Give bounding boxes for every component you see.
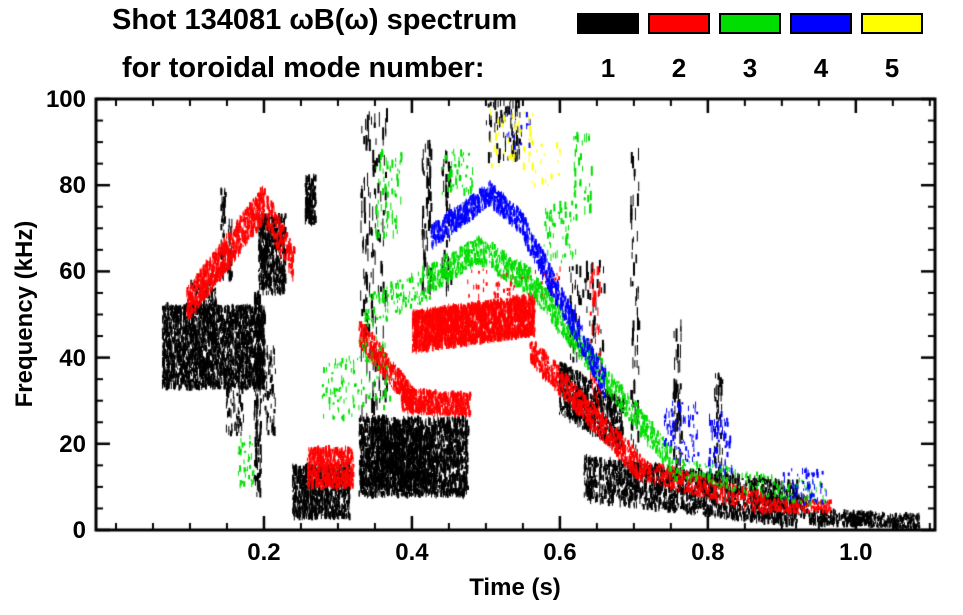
legend-label: 4 bbox=[813, 53, 829, 83]
x-tick-label: 1.0 bbox=[839, 539, 873, 566]
legend-label: 1 bbox=[600, 53, 616, 83]
chart-subtitle: for toroidal mode number: bbox=[122, 52, 485, 84]
x-tick-label: 0.4 bbox=[395, 539, 429, 566]
x-tick-label: 0.8 bbox=[691, 539, 725, 566]
legend-item: 5 bbox=[861, 13, 923, 81]
y-tick-label: 20 bbox=[59, 430, 86, 458]
legend-swatch bbox=[719, 13, 781, 34]
legend-swatch bbox=[577, 13, 639, 34]
legend-swatch bbox=[790, 13, 852, 34]
legend-label: 3 bbox=[742, 53, 758, 83]
y-axis-label: Frequency (kHz) bbox=[11, 220, 38, 408]
legend-item: 1 bbox=[577, 13, 639, 81]
legend-swatch bbox=[861, 13, 923, 34]
y-tick-label: 0 bbox=[72, 517, 86, 544]
legend-item: 2 bbox=[648, 13, 710, 81]
x-tick-label: 0.2 bbox=[247, 539, 281, 566]
legend-item: 3 bbox=[719, 13, 781, 81]
x-axis-label: Time (s) bbox=[469, 574, 561, 601]
chart-title: Shot 134081 ωB(ω) spectrum bbox=[112, 4, 518, 36]
legend: 1 2 3 4 5 bbox=[577, 13, 923, 81]
y-tick-label: 60 bbox=[59, 258, 86, 286]
legend-swatch bbox=[648, 13, 710, 34]
y-tick-label: 80 bbox=[59, 172, 86, 200]
x-tick-label: 0.6 bbox=[543, 539, 577, 566]
y-tick-label: 100 bbox=[45, 86, 86, 113]
legend-item: 4 bbox=[790, 13, 852, 81]
y-tick-label: 40 bbox=[59, 344, 86, 372]
legend-label: 2 bbox=[671, 53, 687, 83]
legend-label: 5 bbox=[884, 53, 900, 83]
